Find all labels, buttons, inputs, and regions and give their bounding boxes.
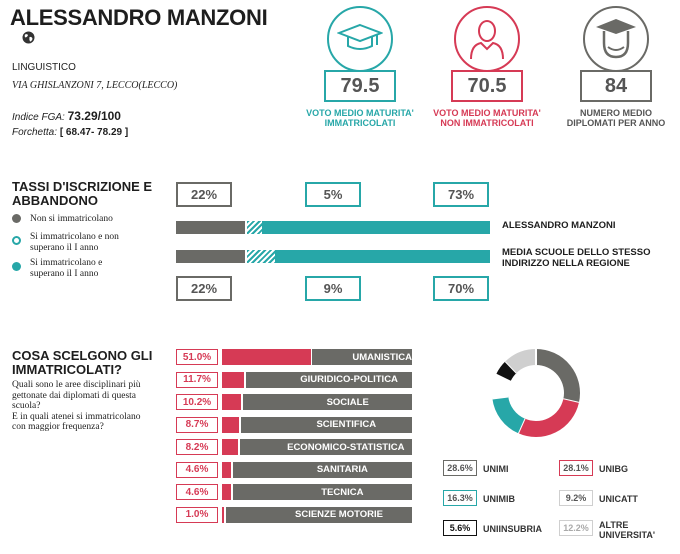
area-name: ECONOMICO-STATISTICA <box>239 439 412 455</box>
donut-slice-unimi <box>535 349 580 403</box>
legend-item: Si immatricolano e superano il I anno <box>12 258 102 279</box>
university-name: ALTRE UNIVERSITA' <box>599 520 655 540</box>
school-track: LINGUISTICO <box>12 62 76 73</box>
kpi-label: NUMERO MEDIO DIPLOMATI PER ANNO <box>566 108 666 128</box>
area-pct: 10.2% <box>176 394 218 410</box>
pct-enrolled-pass: 73% <box>433 182 489 207</box>
pct-not-enrolled: 22% <box>176 182 232 207</box>
choices-title: COSA SCELGONO GLI IMMATRICOLATI? <box>12 348 153 377</box>
university-name: UNIMI <box>483 464 509 474</box>
donut-slice-uniinsubria <box>496 361 517 382</box>
area-pct: 8.7% <box>176 416 218 433</box>
kpi-icon-circle <box>327 6 393 72</box>
fga-index: Indice FGA: 73.29/100 <box>12 109 121 123</box>
enrollment-bar-school <box>176 221 490 234</box>
school-name: ALESSANDRO MANZONI <box>10 5 268 30</box>
area-bar: SANITARIA <box>222 461 412 478</box>
area-name: SOCIALE <box>243 394 412 410</box>
university-pct: 9.2% <box>559 490 593 506</box>
legend-item: Si immatricolano e non superano il I anno <box>12 232 119 253</box>
area-name: SANITARIA <box>232 461 412 478</box>
donut-slice-unibg <box>518 398 579 437</box>
area-pct: 11.7% <box>176 371 218 388</box>
donut-slice-altre <box>505 349 537 374</box>
university-pct: 5.6% <box>443 520 477 536</box>
area-pct: 8.2% <box>176 439 218 455</box>
area-bar: UMANISTICA <box>222 349 412 365</box>
area-bar-fill <box>222 371 245 388</box>
area-bar: GIURIDICO-POLITICA <box>222 371 412 388</box>
bar-segment-enrolled-pass <box>274 250 490 263</box>
kpi-icon-circle <box>454 6 520 72</box>
graduation-cap-icon <box>337 23 383 50</box>
area-bar-fill <box>222 439 238 455</box>
area-name: GIURIDICO-POLITICA <box>246 371 412 388</box>
pct-not-enrolled-region: 22% <box>176 276 232 301</box>
region-row-label: MEDIA SCUOLE DELLO STESSO INDIRIZZO NELLA… <box>502 247 651 269</box>
bar-segment-enrolled-fail <box>246 250 275 263</box>
choices-question: Quali sono le aree disciplinari più getto… <box>12 380 141 432</box>
globe-icon[interactable] <box>22 31 35 49</box>
forchetta-range: Forchetta: [ 68.47- 78.29 ] <box>12 127 129 138</box>
area-bar-fill <box>222 349 311 365</box>
university-donut-chart <box>492 349 580 437</box>
university-pct: 28.1% <box>559 460 593 476</box>
bar-segment-not-enrolled <box>176 221 245 234</box>
pct-enrolled-fail: 5% <box>305 182 361 207</box>
school-row-label: ALESSANDRO MANZONI <box>502 220 616 231</box>
legend-item: Non si immatricolano <box>12 214 113 227</box>
area-bar-fill <box>222 416 239 433</box>
university-name: UNIMIB <box>483 494 515 504</box>
donut-slice-unicatt <box>492 373 511 399</box>
area-pct: 1.0% <box>176 506 218 523</box>
bar-segment-enrolled-pass <box>262 221 490 234</box>
bar-segment-enrolled-fail <box>246 221 263 234</box>
area-pct: 4.6% <box>176 484 218 500</box>
university-name: UNIBG <box>599 464 628 474</box>
area-bar-fill <box>222 506 224 523</box>
area-bar: TECNICA <box>222 484 412 500</box>
area-bar-fill <box>222 484 231 500</box>
area-bar: SCIENZE MOTORIE <box>222 506 412 523</box>
pct-enrolled-pass-region: 70% <box>433 276 489 301</box>
university-pct: 28.6% <box>443 460 477 476</box>
area-name: TECNICA <box>232 484 412 500</box>
donut-slice-unimib <box>492 396 525 434</box>
kpi-value: 84 <box>580 70 652 102</box>
pct-enrolled-fail-region: 9% <box>305 276 361 301</box>
area-bar-fill <box>222 394 242 410</box>
enrollment-bar-region <box>176 250 490 263</box>
kpi-icon-circle <box>583 6 649 72</box>
kpi-value: 79.5 <box>324 70 396 102</box>
university-name: UNICATT <box>599 494 638 504</box>
university-pct: 16.3% <box>443 490 477 506</box>
area-name: SCIENTIFICA <box>240 416 412 433</box>
area-pct: 51.0% <box>176 349 218 365</box>
area-name: SCIENZE MOTORIE <box>226 506 412 523</box>
enrollment-title: TASSI D'ISCRIZIONE E ABBANDONO <box>12 179 153 208</box>
school-address: VIA GHISLANZONI 7, LECCO(LECCO) <box>12 80 178 91</box>
university-pct: 12.2% <box>559 520 593 536</box>
area-pct: 4.6% <box>176 461 218 478</box>
area-bar: SCIENTIFICA <box>222 416 412 433</box>
university-name: UNIINSUBRIA <box>483 524 543 534</box>
area-name: UMANISTICA <box>312 349 412 365</box>
area-bar-fill <box>222 461 231 478</box>
kpi-value: 70.5 <box>451 70 523 102</box>
person-icon <box>470 20 504 60</box>
area-bar: ECONOMICO-STATISTICA <box>222 439 412 455</box>
area-bar: SOCIALE <box>222 394 412 410</box>
kpi-label: VOTO MEDIO MATURITA' IMMATRICOLATI <box>306 108 414 128</box>
bar-segment-not-enrolled <box>176 250 245 263</box>
kpi-label: VOTO MEDIO MATURITA' NON IMMATRICOLATI <box>433 108 541 128</box>
graduate-face-icon <box>596 19 636 59</box>
